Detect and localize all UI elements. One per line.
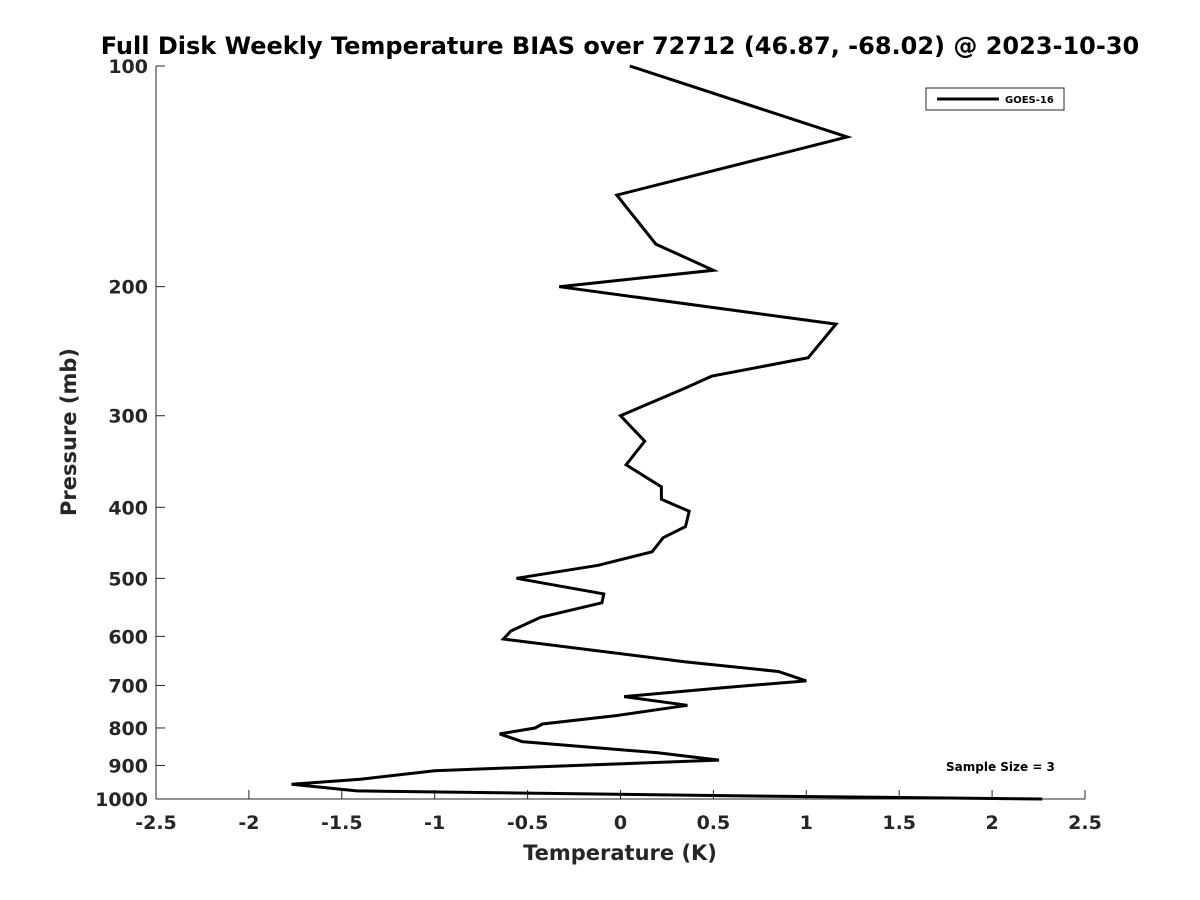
y-tick-label-1000: 1000 [95, 789, 148, 811]
x-tick-label-neg2: -2 [238, 812, 259, 834]
y-tick-label-600: 600 [108, 626, 148, 648]
x-tick-label-neg0p5: -0.5 [507, 812, 549, 834]
x-tick-label-2p5: 2.5 [1068, 812, 1102, 834]
y-tick-label-500: 500 [108, 568, 148, 590]
y-tick-label-800: 800 [108, 718, 148, 740]
legend: GOES-16 [925, 87, 1065, 111]
x-tick-label-1p5: 1.5 [882, 812, 916, 834]
x-tick-label-neg1p5: -1.5 [321, 812, 363, 834]
x-tick-label-neg1: -1 [424, 812, 445, 834]
y-tick-label-100: 100 [108, 56, 148, 78]
series-line-goes-16 [291, 64, 1043, 801]
x-tick-label-2: 2 [985, 812, 998, 834]
y-axis-ticks: 100 200 300 400 500 600 700 800 900 1000 [95, 56, 165, 811]
y-axis-label: Pressure (mb) [57, 348, 81, 516]
x-axis-label: Temperature (K) [523, 841, 717, 865]
y-tick-label-300: 300 [108, 406, 148, 428]
x-tick-label-1: 1 [800, 812, 813, 834]
x-axis-ticks: -2.5 -2 -1.5 -1 -0.5 0 0.5 1 1.5 2 2.5 [135, 790, 1102, 834]
y-tick-label-700: 700 [108, 675, 148, 697]
legend-label-goes-16: GOES-16 [1005, 95, 1054, 106]
sample-size-annotation: Sample Size = 3 [946, 760, 1055, 774]
y-tick-label-200: 200 [108, 277, 148, 299]
chart-title: Full Disk Weekly Temperature BIAS over 7… [101, 32, 1140, 60]
x-tick-label-neg2p5: -2.5 [135, 812, 177, 834]
y-tick-label-900: 900 [108, 755, 148, 777]
x-tick-label-0p5: 0.5 [697, 812, 731, 834]
y-tick-label-400: 400 [108, 497, 148, 519]
x-tick-label-0: 0 [614, 812, 627, 834]
